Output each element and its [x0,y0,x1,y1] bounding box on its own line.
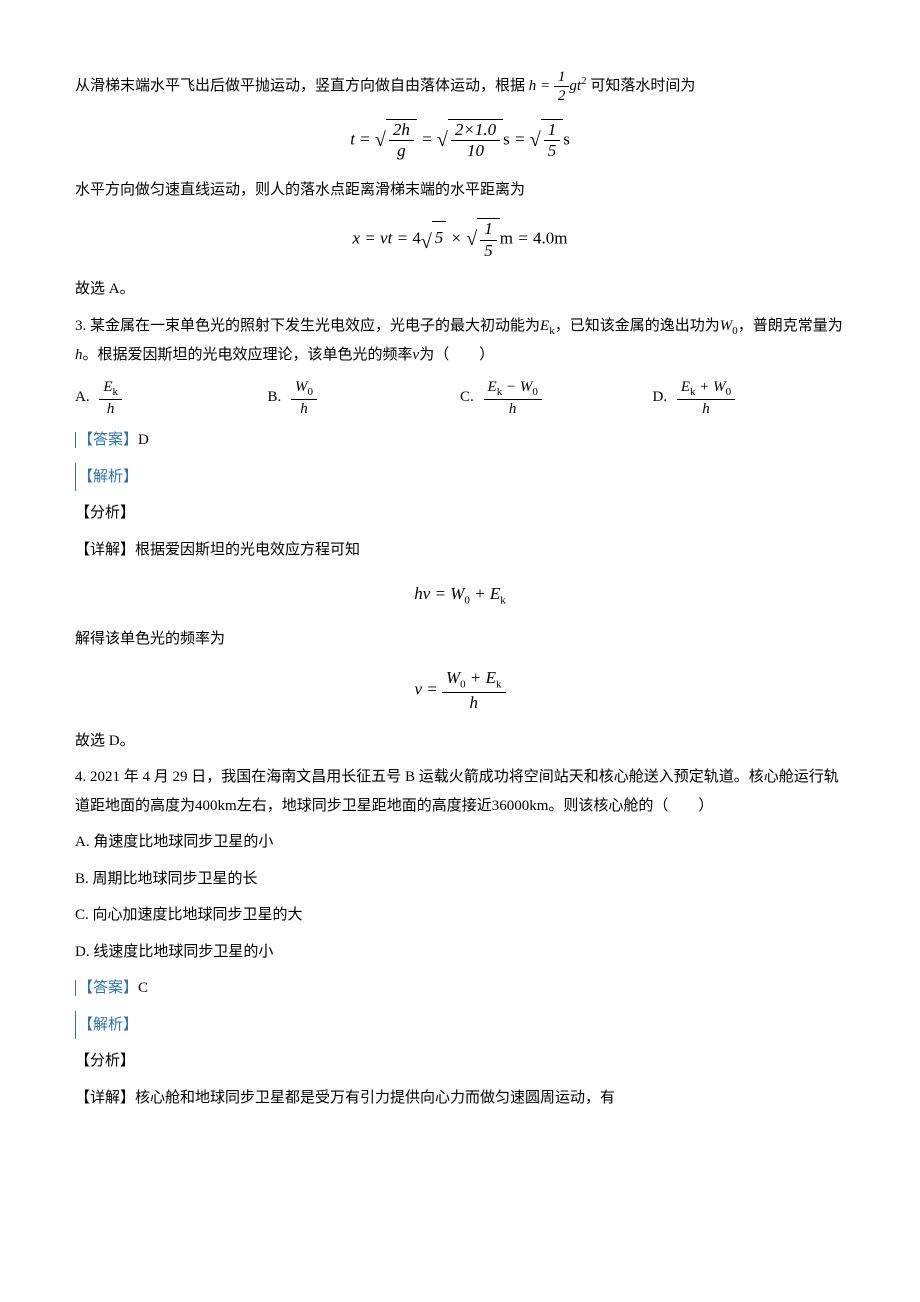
q4-option-d: D. 线速度比地球同步卫星的小 [75,938,845,967]
answer-value: D [138,432,149,448]
conclusion-a: 故选 A。 [75,275,845,304]
q-num: 3. [75,318,90,334]
answer-3: 【答案】D [75,426,845,455]
question-3: 3. 某金属在一束单色光的照射下发生光电效应，光电子的最大初动能为Ek，已知该金… [75,312,845,370]
option-b: B. W0h [268,378,461,418]
xiangjie-4: 【详解】核心舱和地球同步卫星都是受万有引力提供向心力而做匀速圆周运动，有 [75,1084,845,1113]
inline-eq: h = 12gt2 [529,78,591,94]
paragraph-horizontal: 水平方向做匀速直线运动，则人的落水点距离滑梯末端的水平距离为 [75,176,845,205]
answer-label: 【答案】 [75,980,138,996]
q4-option-c: C. 向心加速度比地球同步卫星的大 [75,901,845,930]
text: 可知落水时间为 [590,78,695,94]
fenxi-label: 【分析】 [75,499,845,528]
answer-value: C [138,980,148,996]
jiexi-label: 【解析】 [75,463,845,492]
fenxi-label-2: 【分析】 [75,1047,845,1076]
q4-option-a: A. 角速度比地球同步卫星的小 [75,828,845,857]
text: 从滑梯末端水平飞出后做平抛运动，竖直方向做自由落体运动，根据 [75,78,525,94]
conclusion-d: 故选 D。 [75,727,845,756]
jiexi-label-2: 【解析】 [75,1011,845,1040]
q4-option-b: B. 周期比地球同步卫星的长 [75,865,845,894]
option-d: D. Ek + W0h [653,378,846,418]
question-4: 4. 2021 年 4 月 29 日，我国在海南文昌用长征五号 B 运载火箭成功… [75,763,845,820]
formula-hv: hν = W0 + Ek [75,578,845,611]
q3-options: A. Ekh B. W0h C. Ek − W0h D. Ek + W0h [75,378,845,418]
xiangjie-3: 【详解】根据爱因斯坦的光电效应方程可知 [75,536,845,565]
answer-label: 【答案】 [75,432,138,448]
formula-x: x = vt = 45 × 15m = 4.0m [75,218,845,261]
formula-nu: ν = W0 + Ekh [75,668,845,713]
jiede: 解得该单色光的频率为 [75,625,845,654]
formula-t: t = 2hg = 2×1.010s = 15s [75,119,845,162]
paragraph-intro: 从滑梯末端水平飞出后做平抛运动，竖直方向做自由落体运动，根据 h = 12gt2… [75,68,845,105]
q-num: 4. [75,769,90,785]
option-a: A. Ekh [75,378,268,418]
answer-4: 【答案】C [75,974,845,1003]
option-c: C. Ek − W0h [460,378,653,418]
